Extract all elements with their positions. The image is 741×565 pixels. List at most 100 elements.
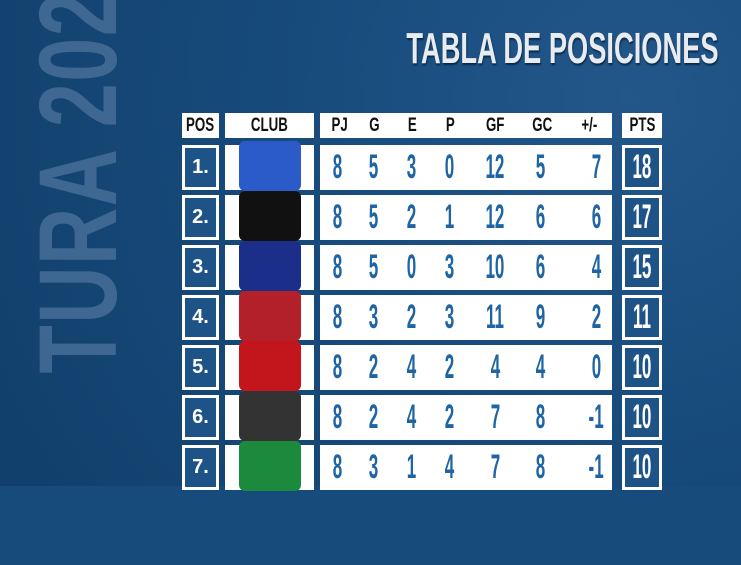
stat-gc: 9 (535, 298, 545, 336)
stat-e: 4 (406, 348, 416, 386)
table-row: 7. 8 3 1 4 7 8 -1 10 (0, 440, 741, 491)
stat-gf: 11 (486, 298, 504, 336)
stat-pj: 8 (332, 148, 342, 186)
points: 10 (622, 395, 662, 440)
stat-gf: 12 (485, 148, 505, 186)
stat-diff: -1 (588, 448, 604, 486)
table-row: 2. 8 5 2 1 12 6 6 17 (0, 190, 741, 241)
header-pts: PTS (622, 113, 662, 138)
club-logo (238, 440, 301, 491)
club-logo (238, 340, 301, 391)
header-gf: GF (485, 114, 505, 136)
stat-gf: 7 (490, 448, 500, 486)
stat-pj: 8 (332, 198, 342, 236)
stats-panel: 8 5 0 3 10 6 4 (320, 245, 612, 290)
points: 18 (622, 145, 662, 190)
stat-gf: 12 (485, 198, 505, 236)
stat-p: 4 (444, 448, 454, 486)
stat-gc: 6 (535, 248, 545, 286)
stat-gc: 8 (535, 448, 545, 486)
table-row: 5. 8 2 4 2 4 4 0 10 (0, 340, 741, 391)
stat-e: 1 (406, 448, 416, 486)
club-logo (238, 290, 301, 341)
stat-p: 2 (444, 398, 454, 436)
position: 7. (182, 445, 219, 490)
stats-panel: 8 5 3 0 12 5 7 (320, 145, 612, 190)
stat-pj: 8 (332, 448, 342, 486)
club-cell (225, 190, 314, 241)
stat-gc: 6 (535, 198, 545, 236)
table-row: 3. 8 5 0 3 10 6 4 15 (0, 240, 741, 291)
stat-e: 4 (406, 398, 416, 436)
club-logo (238, 190, 301, 241)
header-g: G (369, 114, 380, 136)
stat-pj: 8 (332, 248, 342, 286)
position: 3. (182, 245, 219, 290)
stat-diff: 0 (591, 348, 601, 386)
club-logo (238, 240, 301, 291)
position: 4. (182, 295, 219, 340)
position: 1. (182, 145, 219, 190)
stat-gc: 8 (535, 398, 545, 436)
stat-pj: 8 (332, 298, 342, 336)
header-diff: +/- (581, 114, 598, 136)
club-cell (225, 290, 314, 341)
stat-g: 5 (368, 148, 378, 186)
table-row: 4. 8 3 2 3 11 9 2 11 (0, 290, 741, 341)
stat-diff: 6 (591, 198, 601, 236)
stat-gf: 10 (485, 248, 505, 286)
points: 10 (622, 345, 662, 390)
stat-e: 2 (406, 298, 416, 336)
club-cell (225, 240, 314, 291)
stat-gc: 4 (535, 348, 545, 386)
header-e: E (407, 114, 417, 136)
stat-diff: 2 (591, 298, 601, 336)
stats-panel: 8 2 4 2 7 8 -1 (320, 395, 612, 440)
points: 15 (622, 245, 662, 290)
position: 6. (182, 395, 219, 440)
points: 11 (622, 295, 662, 340)
table-row: 6. 8 2 4 2 7 8 -1 10 (0, 390, 741, 441)
stat-pj: 8 (332, 398, 342, 436)
stat-e: 3 (406, 148, 416, 186)
stat-p: 3 (444, 248, 454, 286)
stat-gf: 7 (490, 398, 500, 436)
stats-panel: 8 3 1 4 7 8 -1 (320, 445, 612, 490)
stats-panel: 8 5 2 1 12 6 6 (320, 195, 612, 240)
stat-pj: 8 (332, 348, 342, 386)
club-logo (238, 390, 301, 441)
stat-g: 3 (368, 448, 378, 486)
stat-e: 0 (406, 248, 416, 286)
header-stats: PJ G E P GF GC +/- (320, 113, 612, 138)
stat-g: 3 (368, 298, 378, 336)
stat-diff: 4 (591, 248, 601, 286)
stat-diff: 7 (591, 148, 601, 186)
stat-g: 5 (368, 198, 378, 236)
stat-g: 2 (368, 398, 378, 436)
club-cell (225, 140, 314, 191)
stat-p: 2 (444, 348, 454, 386)
stat-gc: 5 (535, 148, 545, 186)
header-pj: PJ (331, 114, 348, 136)
header-gc: GC (532, 114, 553, 136)
header-p: P (445, 114, 455, 136)
stat-p: 1 (444, 198, 454, 236)
stats-panel: 8 3 2 3 11 9 2 (320, 295, 612, 340)
header-pos: POS (182, 113, 219, 138)
stat-e: 2 (406, 198, 416, 236)
position: 2. (182, 195, 219, 240)
page-title: TABLA DE POSICIONES (406, 24, 719, 73)
table-row: 1. 8 5 3 0 12 5 7 18 (0, 140, 741, 191)
stat-g: 2 (368, 348, 378, 386)
stat-diff: -1 (588, 398, 604, 436)
stat-p: 3 (444, 298, 454, 336)
header-club: CLUB (225, 113, 314, 138)
position: 5. (182, 345, 219, 390)
points: 10 (622, 445, 662, 490)
club-logo (238, 140, 301, 191)
stat-g: 5 (368, 248, 378, 286)
points: 17 (622, 195, 662, 240)
stat-gf: 4 (490, 348, 500, 386)
club-cell (225, 440, 314, 491)
